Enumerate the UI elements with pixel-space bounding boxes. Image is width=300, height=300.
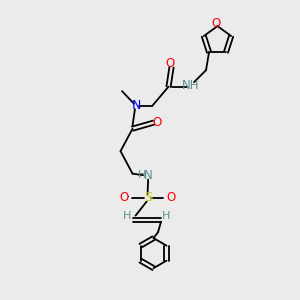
Text: H: H bbox=[162, 211, 171, 221]
Text: N: N bbox=[144, 169, 152, 182]
Text: O: O bbox=[120, 190, 129, 203]
Text: O: O bbox=[166, 190, 175, 203]
Text: O: O bbox=[153, 116, 162, 128]
Text: O: O bbox=[165, 57, 175, 70]
Text: O: O bbox=[212, 17, 220, 30]
Text: ·: · bbox=[128, 192, 130, 202]
Text: H: H bbox=[138, 170, 146, 180]
Text: N: N bbox=[132, 99, 141, 112]
Text: H: H bbox=[123, 211, 131, 221]
Text: NH: NH bbox=[182, 79, 200, 92]
Text: S: S bbox=[144, 190, 152, 203]
